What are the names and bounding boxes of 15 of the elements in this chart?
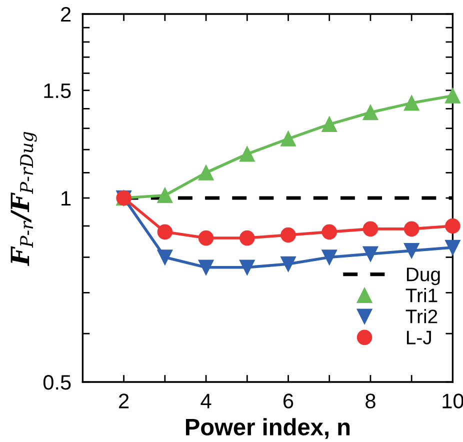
x-tick-label: 2	[119, 394, 129, 408]
x-tick-label: 4	[200, 394, 212, 408]
x-tick-label: 10	[442, 394, 463, 408]
legend-label: L-J	[406, 330, 431, 344]
y-axis-title: F$_{P-r}$/F$_{P-rDug}$	[10, 132, 37, 266]
legend-label: Tri2	[406, 309, 438, 324]
x-tick-label: 8	[366, 394, 376, 408]
x-tick-label: 6	[284, 394, 294, 408]
legend-label: Dug	[406, 268, 440, 286]
y-tick-label: 0.5	[43, 375, 71, 390]
x-axis-title: Power index, n	[186, 418, 350, 439]
y-tick-label: 1	[62, 191, 71, 206]
y-tick-label: 2	[61, 7, 71, 22]
y-tick-label: 1.5	[44, 84, 71, 98]
legend-label: Tri1	[406, 288, 438, 302]
